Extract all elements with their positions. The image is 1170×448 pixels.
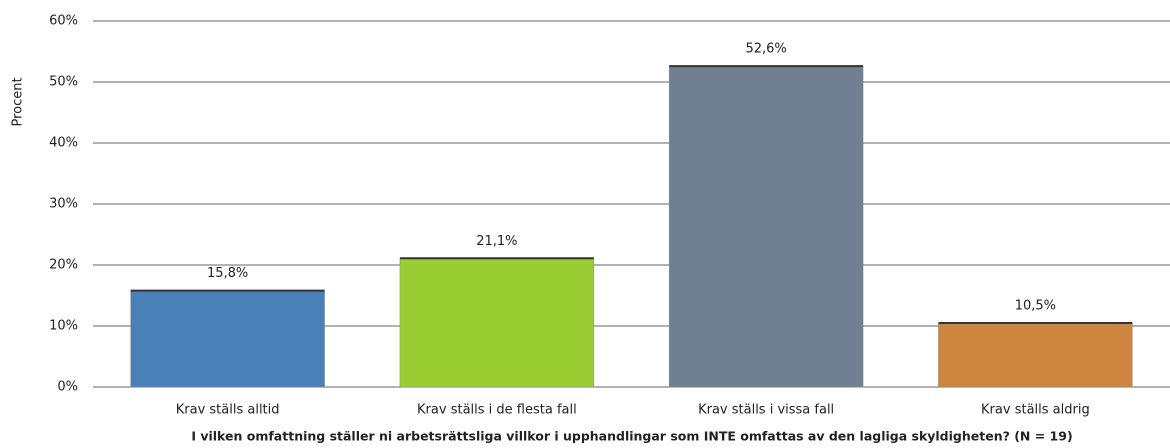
x-tick-label: Krav ställs i de flesta fall [417,403,577,418]
y-axis-title: Procent [11,77,26,126]
x-tick-label: Krav ställs aldrig [981,403,1090,418]
value-label: 10,5% [1015,298,1056,313]
bar [130,290,325,388]
bar [668,65,864,388]
value-label: 21,1% [476,234,517,249]
x-tick-label: Krav ställs i vissa fall [698,403,834,418]
y-tick-label: 30% [49,197,78,212]
y-tick-label: 50% [49,75,78,90]
bar [938,322,1133,388]
value-label: 15,8% [207,266,248,281]
bar [399,258,595,388]
y-tick-label: 60% [49,14,78,29]
y-tick-label: 40% [49,136,78,151]
value-label: 52,6% [745,42,786,57]
x-tick-label: Krav ställs alltid [176,403,280,418]
y-tick-label: 20% [49,258,78,273]
y-tick-label: 0% [57,380,78,395]
x-axis-title: I vilken omfattning ställer ni arbetsrät… [191,429,1072,444]
y-tick-label: 10% [49,319,78,334]
